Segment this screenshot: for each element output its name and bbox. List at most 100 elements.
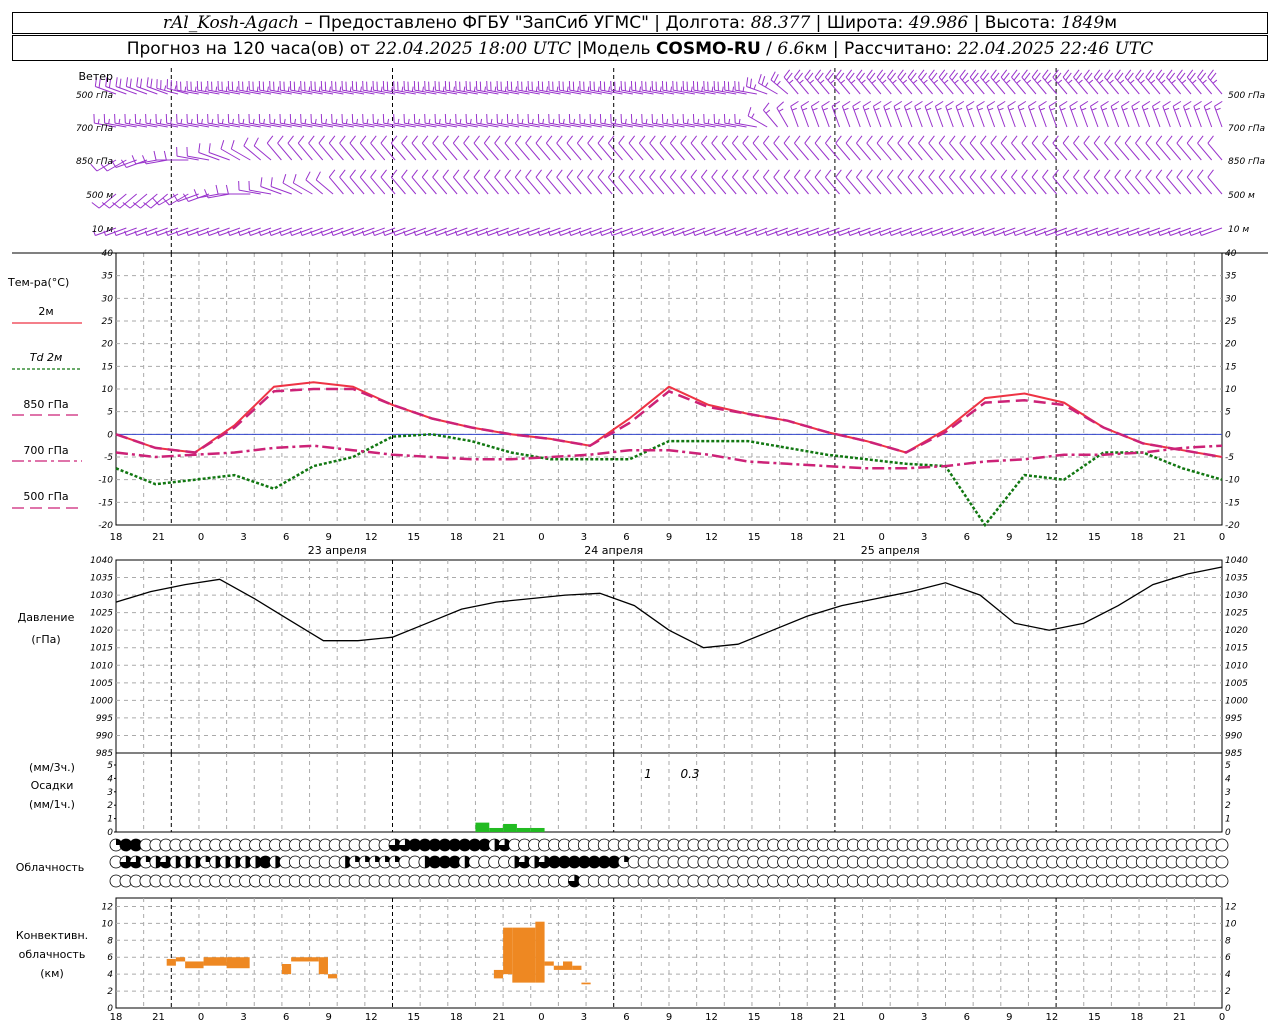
hour-tick: 6 (964, 1012, 970, 1023)
barb-half (1005, 79, 1011, 84)
wind-barb (94, 77, 117, 95)
barb-staff (767, 227, 789, 236)
barb-feather (1186, 169, 1194, 178)
barb-staff (556, 142, 572, 161)
barb-staff (549, 122, 571, 128)
wind-barb (413, 113, 437, 128)
barb-staff (415, 227, 437, 236)
barb-staff (239, 227, 261, 236)
day-label: 24 апреля (584, 544, 643, 557)
barb-staff (777, 227, 799, 236)
barb-staff (1182, 106, 1192, 128)
barb-feather (421, 135, 429, 144)
cloud-fill (478, 839, 491, 851)
pressure-ytick: 1035 (90, 574, 113, 584)
barb-staff (207, 193, 230, 199)
precip-ytick-right: 2 (1225, 801, 1231, 811)
barb-staff (690, 176, 706, 195)
wind-barb (965, 100, 975, 128)
hour-tick: 21 (492, 1012, 505, 1023)
barb-feather (783, 69, 791, 78)
wind-barb (1093, 135, 1109, 161)
wind-barb (186, 80, 210, 95)
conv-bar (493, 969, 504, 979)
barb-feather (1199, 72, 1207, 81)
hour-tick: 18 (790, 532, 803, 543)
barb-half (620, 230, 623, 236)
barb-half (858, 230, 861, 236)
barb-half (525, 86, 528, 92)
wind-barb (1162, 100, 1171, 128)
wind-barb (320, 113, 344, 128)
wind-barb (165, 227, 189, 236)
barb-half (796, 230, 799, 236)
barb-staff (600, 122, 623, 128)
barb-feather (525, 169, 532, 178)
wind-barb (866, 135, 882, 161)
barb-half (263, 118, 266, 124)
wind-barb (609, 227, 633, 236)
barb-staff (109, 193, 127, 209)
barb-feather (814, 69, 822, 78)
wind-barb (742, 169, 758, 195)
barb-staff (1166, 176, 1182, 195)
barb-staff (301, 227, 323, 236)
wind-barb (514, 169, 530, 195)
barb-feather (868, 72, 876, 81)
wind-barb (980, 169, 995, 195)
barb-staff (282, 182, 303, 195)
barb-feather (1031, 135, 1039, 144)
wind-barb (270, 177, 292, 195)
wind-barb (949, 135, 964, 161)
wind-barb (537, 227, 561, 236)
barb-feather (1189, 72, 1196, 81)
wind-barb (1178, 227, 1202, 236)
cloud-circle (1215, 855, 1229, 869)
barb-half (1095, 230, 1099, 236)
series-line (115, 387, 1223, 459)
barb-feather (1131, 100, 1140, 107)
conv-bar (563, 961, 573, 970)
wind-barb (1124, 69, 1140, 95)
wind-barb (442, 135, 458, 161)
barb-feather (680, 135, 687, 144)
barb-staff (776, 107, 789, 128)
barb-feather (1073, 135, 1080, 144)
barb-feather (432, 135, 439, 144)
wind-barb (610, 80, 633, 95)
wind-barb (641, 113, 664, 128)
barb-staff (597, 176, 613, 195)
hour-tick: 18 (1131, 532, 1144, 543)
precip-ytick: 0 (107, 828, 113, 838)
barb-half (246, 86, 249, 92)
barb-feather (1141, 100, 1151, 107)
barb-half (308, 86, 311, 92)
wind-barb (328, 169, 344, 195)
wind-barb (990, 69, 1006, 95)
wind-barb (852, 100, 861, 128)
barb-half (217, 230, 220, 236)
barb-half (791, 107, 797, 111)
conv-bar (327, 974, 338, 979)
wind-barb (831, 100, 841, 128)
longitude-label: Долгота: (665, 13, 746, 33)
wind-barb (845, 69, 861, 95)
barb-half (566, 86, 569, 92)
wind-barb (576, 169, 592, 195)
barb-feather (260, 177, 263, 187)
wind-barb (434, 80, 458, 95)
wind-barb (949, 169, 964, 195)
wind-barb (800, 100, 810, 128)
barb-half (277, 86, 280, 92)
barb-half (974, 79, 980, 84)
barb-feather (783, 135, 791, 144)
barb-feather (762, 169, 770, 178)
barb-half (469, 118, 472, 124)
pressure-ytick: 985 (96, 749, 113, 759)
wind-level: 10 м (92, 225, 113, 235)
conv-ytick-right: 6 (1225, 953, 1231, 963)
barb-feather (918, 135, 925, 144)
wind-barb (887, 135, 902, 161)
pressure-ytick-right: 1025 (1225, 609, 1248, 619)
wind-barb (372, 80, 396, 95)
